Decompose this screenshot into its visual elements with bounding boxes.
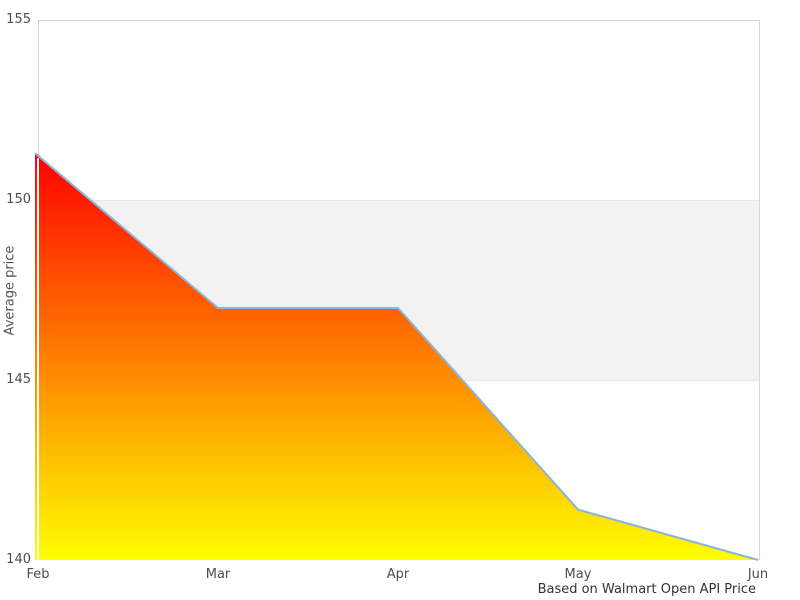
area-series-fill (35, 153, 758, 560)
y-tick-label: 145 (6, 372, 31, 387)
y-tick-label: 150 (6, 192, 31, 207)
plot-area (34, 20, 760, 561)
area-chart-svg (34, 20, 760, 561)
x-tick-label: Mar (205, 567, 231, 582)
x-tick-label: May (564, 567, 592, 582)
credits-caption: Based on Walmart Open API Price (537, 582, 756, 597)
x-tick-label: Feb (26, 567, 50, 582)
area-series-line (34, 152, 759, 561)
x-tick-label: Jun (747, 567, 769, 582)
y-tick-label: 140 (6, 552, 31, 567)
x-tick-label: Apr (386, 567, 410, 582)
y-tick-label: 155 (6, 12, 31, 27)
y-axis-title: Average price (2, 245, 18, 336)
